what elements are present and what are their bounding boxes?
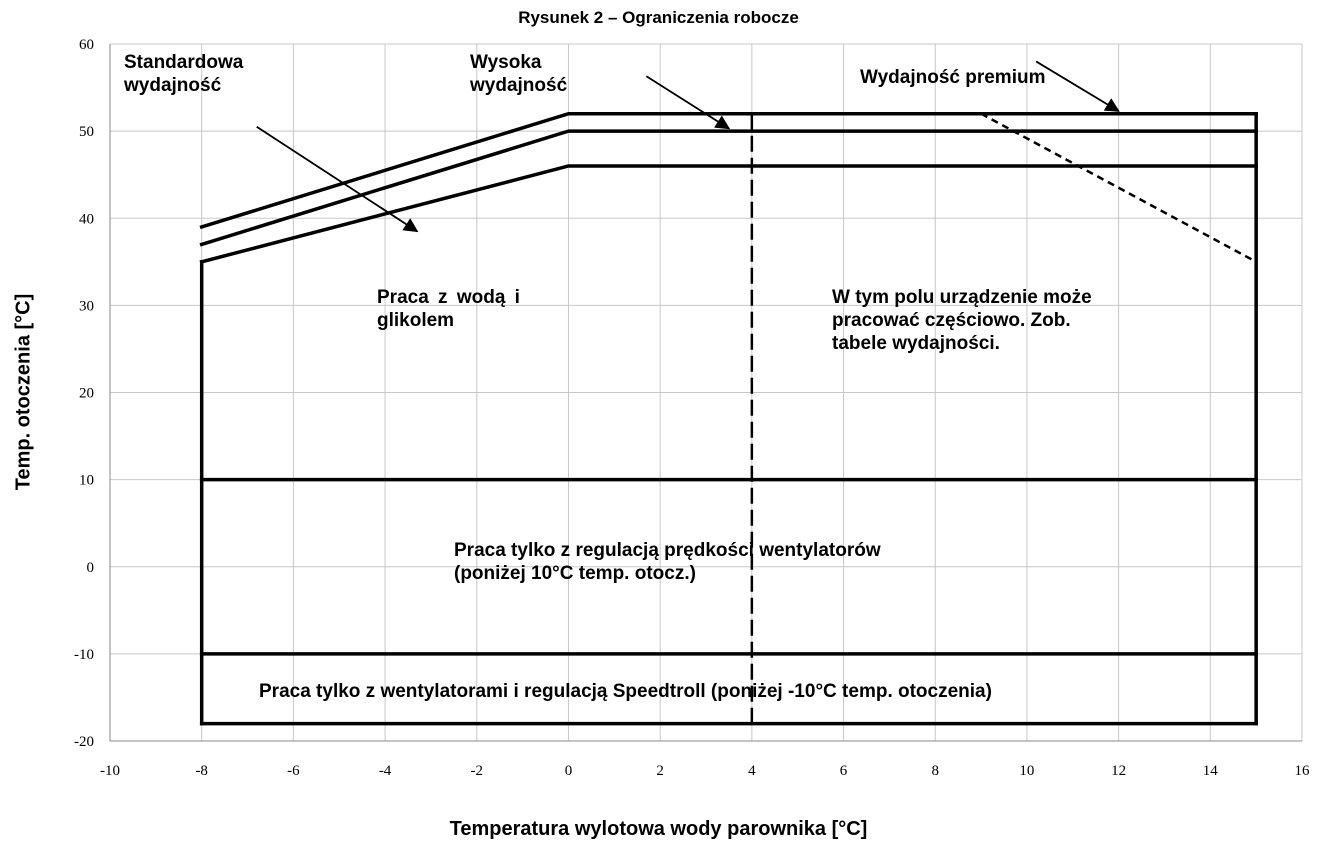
y-tick-label: 40 <box>79 211 94 227</box>
x-tick-label: 6 <box>840 763 848 779</box>
y-tick-label: 20 <box>79 386 94 402</box>
y-tick-label: 60 <box>79 37 94 53</box>
x-tick-label: 2 <box>656 763 664 779</box>
series-line-2 <box>199 111 1258 230</box>
y-axis-label: Temp. otoczenia [°C] <box>12 293 35 491</box>
x-tick-label: -6 <box>287 763 300 779</box>
series-line-1 <box>199 129 1258 247</box>
annotation-partial: W tym polu urządzenie może pracować częś… <box>832 287 1092 354</box>
series-lines <box>199 111 1258 264</box>
x-axis-label: Temperatura wylotowa wody parownika [°C] <box>449 818 868 840</box>
x-tick-label: 14 <box>1203 763 1219 779</box>
x-tick-label: -2 <box>471 763 484 779</box>
premium-dashed-limit <box>980 112 1257 263</box>
y-tick-label: 30 <box>79 298 94 314</box>
annotation-water-glycol: Praca z wodą i glikolem <box>377 287 520 331</box>
x-tick-label: 12 <box>1111 763 1126 779</box>
annotation-premium: Wydajność premium <box>860 67 1046 88</box>
x-tick-label: 4 <box>748 763 756 779</box>
x-tick-label: -10 <box>100 763 120 779</box>
y-tick-label: -20 <box>74 734 94 750</box>
annotation-fan-speed: Praca tylko z regulacją prędkości wentyl… <box>454 540 881 584</box>
y-tick-label: 10 <box>79 473 94 489</box>
x-tick-label: 8 <box>931 763 939 779</box>
operating-limits <box>199 111 1258 726</box>
annotation-arrow-2 <box>1035 60 1120 112</box>
y-tick-label: -10 <box>74 647 94 663</box>
tick-labels: -10 -8 -6 -4 -2 0 2 4 6 8 10 12 14 16-20-100102030405… <box>74 37 1310 779</box>
series-line-0 <box>199 164 1258 264</box>
x-tick-label: 16 <box>1295 763 1311 779</box>
y-tick-label: 50 <box>79 124 94 140</box>
chart-title: Rysunek 2 – Ograniczenia robocze <box>518 8 799 27</box>
annotation-speedtroll: Praca tylko z wentylatorami i regulacją … <box>259 681 992 702</box>
x-tick-label: -4 <box>379 763 392 779</box>
annotation-arrow-0 <box>256 126 419 233</box>
x-tick-label: 10 <box>1019 763 1034 779</box>
annotation-high: Wysoka wydajność <box>470 52 568 96</box>
annotation-arrow-1 <box>645 75 731 130</box>
annotation-standard: Standardowa wydajność <box>124 52 244 96</box>
annotation-arrows <box>256 60 1120 233</box>
y-tick-label: 0 <box>87 560 95 576</box>
x-tick-label: -8 <box>195 763 208 779</box>
x-tick-label: 0 <box>565 763 573 779</box>
